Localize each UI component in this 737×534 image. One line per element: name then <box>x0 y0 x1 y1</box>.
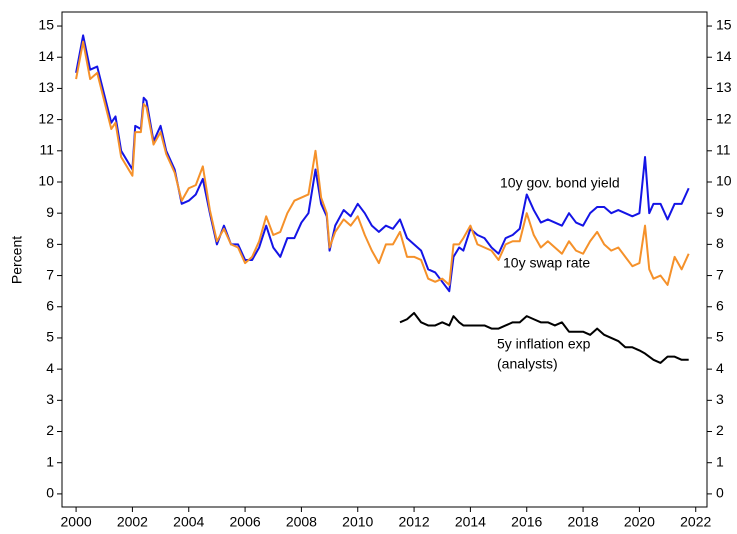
y-tick-label: 8 <box>46 235 54 251</box>
y-axis-label: Percent <box>9 236 25 284</box>
annotation: (analysts) <box>497 356 558 372</box>
y-tick-label: 9 <box>46 204 54 220</box>
y2-tick-label: 10 <box>716 173 732 189</box>
y2-tick-label: 1 <box>716 453 724 469</box>
y2-tick-label: 12 <box>716 110 732 126</box>
y2-tick-label: 0 <box>716 485 724 501</box>
annotation: 10y swap rate <box>503 255 590 271</box>
y-tick-label: 4 <box>46 360 54 376</box>
y-tick-label: 5 <box>46 329 54 345</box>
y-tick-label: 14 <box>38 48 54 64</box>
y-tick-label: 1 <box>46 453 54 469</box>
y-tick-label: 0 <box>46 485 54 501</box>
x-tick-label: 2020 <box>624 514 655 530</box>
series-line <box>75 34 690 293</box>
y2-tick-label: 15 <box>716 17 732 33</box>
y-tick-label: 3 <box>46 391 54 407</box>
y2-tick-label: 14 <box>716 48 732 64</box>
y2-tick-label: 13 <box>716 79 732 95</box>
y2-tick-label: 2 <box>716 422 724 438</box>
y2-tick-label: 4 <box>716 360 724 376</box>
series-line <box>75 40 690 286</box>
x-tick-label: 2022 <box>680 514 711 530</box>
annotation: 5y inflation exp <box>497 336 591 352</box>
y-tick-label: 11 <box>39 142 54 158</box>
y2-tick-label: 3 <box>716 391 724 407</box>
y-tick-label: 7 <box>46 266 54 282</box>
y2-tick-label: 7 <box>716 266 724 282</box>
y-tick-label: 10 <box>38 173 54 189</box>
x-tick-label: 2016 <box>511 514 542 530</box>
y-tick-label: 6 <box>46 297 54 313</box>
x-tick-label: 2010 <box>342 514 373 530</box>
series-line <box>399 311 689 364</box>
y2-tick-label: 5 <box>716 329 724 345</box>
y-tick-label: 15 <box>38 17 54 33</box>
x-tick-label: 2004 <box>173 514 204 530</box>
x-tick-label: 2014 <box>455 514 486 530</box>
y-tick-label: 13 <box>38 79 54 95</box>
y2-tick-label: 11 <box>716 142 731 158</box>
x-tick-label: 2006 <box>230 514 261 530</box>
annotation: 10y gov. bond yield <box>500 175 620 191</box>
y2-tick-label: 9 <box>716 204 724 220</box>
y-tick-label: 12 <box>38 110 54 126</box>
x-tick-label: 2018 <box>567 514 598 530</box>
x-tick-label: 2000 <box>61 514 92 530</box>
plot-frame <box>61 11 708 508</box>
x-tick-label: 2002 <box>117 514 148 530</box>
x-tick-label: 2008 <box>286 514 317 530</box>
y2-tick-label: 8 <box>716 235 724 251</box>
y-tick-label: 2 <box>46 422 54 438</box>
x-tick-label: 2012 <box>398 514 429 530</box>
y2-tick-label: 6 <box>716 297 724 313</box>
